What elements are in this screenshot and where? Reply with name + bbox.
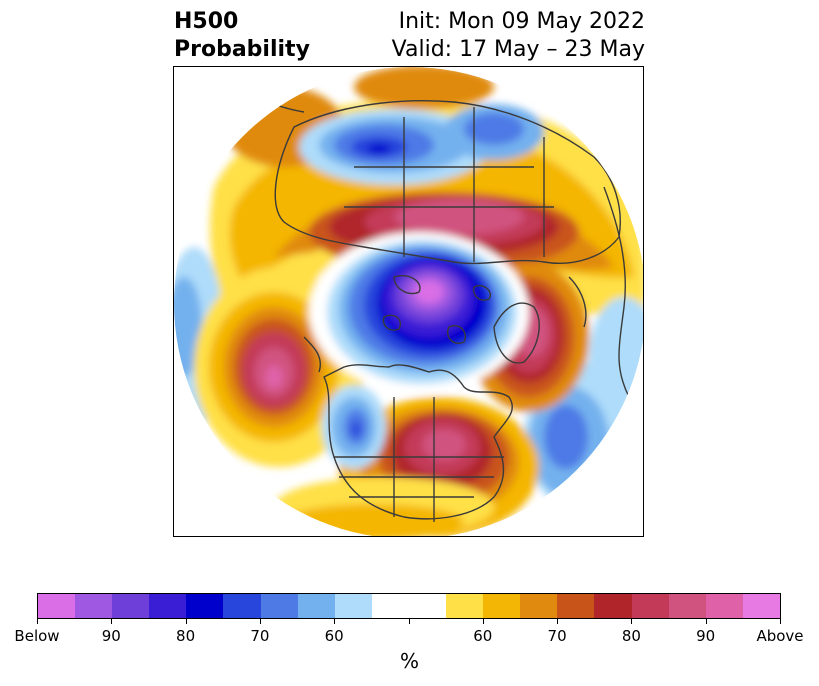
colorbar-tick xyxy=(259,619,261,624)
colorbar-tick-label: Below xyxy=(14,627,60,645)
colorbar-tick xyxy=(111,619,113,624)
colorbar-swatch xyxy=(408,594,447,618)
colorbar-tick-label: Above xyxy=(756,627,804,645)
colorbar-tick xyxy=(557,619,559,624)
chart-title-type: Probability xyxy=(174,37,310,62)
colorbar-swatch xyxy=(223,594,261,618)
map-canvas xyxy=(174,67,643,536)
probability-map xyxy=(173,66,644,537)
chart-title-variable: H500 xyxy=(174,9,239,34)
colorbar-swatch xyxy=(371,594,409,618)
colorbar-swatch xyxy=(483,594,521,618)
colorbar-units-label: % xyxy=(399,649,419,673)
colorbar-swatch xyxy=(705,594,743,618)
colorbar-swatch xyxy=(186,594,224,618)
colorbar-swatch xyxy=(594,594,632,618)
colorbar-swatch xyxy=(520,594,558,618)
colorbar-tick-label: 70 xyxy=(547,627,567,645)
colorbar-tick-label: 80 xyxy=(621,627,641,645)
colorbar-swatch xyxy=(38,594,76,618)
colorbar-swatch xyxy=(557,594,595,618)
title-block-left: H500 Probability xyxy=(174,8,310,64)
colorbar-swatch xyxy=(149,594,187,618)
init-date-label: Init: Mon 09 May 2022 xyxy=(398,9,645,34)
valid-date-label: Valid: 17 May – 23 May xyxy=(391,37,645,62)
colorbar-tick-label: 80 xyxy=(176,627,196,645)
title-block-right: Init: Mon 09 May 2022 Valid: 17 May – 23… xyxy=(392,8,645,64)
colorbar-swatch xyxy=(446,594,484,618)
colorbar-swatch xyxy=(668,594,706,618)
colorbar-tick xyxy=(185,619,187,624)
colorbar-swatch xyxy=(742,594,780,618)
colorbar-swatch xyxy=(260,594,298,618)
colorbar-tick xyxy=(37,619,38,624)
colorbar-tick-label: 70 xyxy=(250,627,270,645)
colorbar-tick xyxy=(408,619,410,624)
colorbar-tick-label: 90 xyxy=(101,627,121,645)
colorbar-tick-label: 60 xyxy=(324,627,344,645)
colorbar-tick xyxy=(705,619,707,624)
colorbar-swatch xyxy=(631,594,669,618)
colorbar-swatch xyxy=(75,594,113,618)
colorbar-tick-label: 60 xyxy=(473,627,493,645)
colorbar-tick xyxy=(482,619,484,624)
colorbar-swatch xyxy=(334,594,372,618)
colorbar-swatch xyxy=(297,594,335,618)
colorbar-tick xyxy=(780,619,781,624)
probability-shading xyxy=(174,67,643,536)
colorbar-tick-label: 90 xyxy=(696,627,716,645)
colorbar-tick xyxy=(631,619,633,624)
colorbar-swatch xyxy=(112,594,150,618)
colorbar-tick xyxy=(334,619,336,624)
colorbar xyxy=(37,593,781,619)
